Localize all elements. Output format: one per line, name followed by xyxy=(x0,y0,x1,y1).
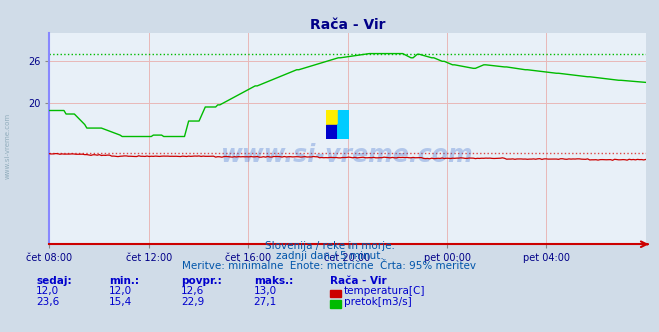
Polygon shape xyxy=(338,124,349,139)
Text: Slovenija / reke in morje.: Slovenija / reke in morje. xyxy=(264,241,395,251)
Text: 12,6: 12,6 xyxy=(181,287,204,296)
Text: Rača - Vir: Rača - Vir xyxy=(330,276,386,286)
Polygon shape xyxy=(338,124,349,139)
Text: 22,9: 22,9 xyxy=(181,297,204,307)
Text: 12,0: 12,0 xyxy=(109,287,132,296)
Bar xyxy=(338,110,349,124)
Text: zadnji dan / 5 minut.: zadnji dan / 5 minut. xyxy=(275,251,384,261)
Text: sedaj:: sedaj: xyxy=(36,276,72,286)
Text: 13,0: 13,0 xyxy=(254,287,277,296)
Text: www.si-vreme.com: www.si-vreme.com xyxy=(5,113,11,179)
Text: maks.:: maks.: xyxy=(254,276,293,286)
Text: 27,1: 27,1 xyxy=(254,297,277,307)
Bar xyxy=(326,124,338,139)
Text: pretok[m3/s]: pretok[m3/s] xyxy=(344,297,412,307)
Title: Rača - Vir: Rača - Vir xyxy=(310,18,386,32)
Bar xyxy=(326,110,338,124)
Text: povpr.:: povpr.: xyxy=(181,276,222,286)
Text: www.si-vreme.com: www.si-vreme.com xyxy=(221,143,474,167)
Text: 15,4: 15,4 xyxy=(109,297,132,307)
Text: 23,6: 23,6 xyxy=(36,297,59,307)
Text: min.:: min.: xyxy=(109,276,139,286)
Text: 12,0: 12,0 xyxy=(36,287,59,296)
Text: temperatura[C]: temperatura[C] xyxy=(344,287,426,296)
Text: Meritve: minimalne  Enote: metrične  Črta: 95% meritev: Meritve: minimalne Enote: metrične Črta:… xyxy=(183,261,476,271)
